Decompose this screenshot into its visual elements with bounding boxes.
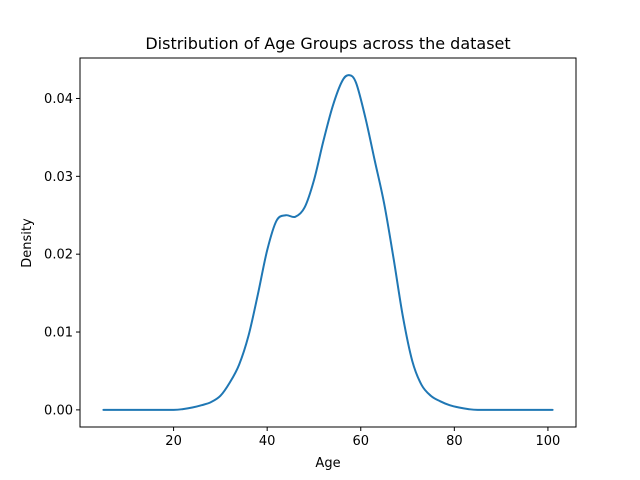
density-series-line [102, 74, 554, 411]
x-tick-label: 20 [165, 434, 182, 449]
x-axis: 20 40 60 80 100 [165, 427, 560, 449]
x-axis-label: Age [315, 456, 340, 471]
y-axis: 0.00 0.01 0.02 0.03 0.04 [44, 92, 80, 418]
x-tick-label: 40 [259, 434, 276, 449]
y-tick-label: 0.00 [44, 403, 73, 418]
axes-background [80, 58, 576, 427]
chart-title: Distribution of Age Groups across the da… [145, 34, 510, 53]
axes-frame [79, 57, 577, 428]
data-layer [102, 74, 554, 411]
x-tick-label: 80 [446, 434, 463, 449]
y-tick-label: 0.02 [44, 248, 73, 263]
x-tick-label: 60 [352, 434, 369, 449]
y-tick-label: 0.03 [44, 170, 73, 185]
y-tick-label: 0.04 [44, 92, 73, 107]
y-axis-label: Density [20, 218, 35, 268]
x-tick-label: 100 [536, 434, 561, 449]
plot-area [79, 57, 577, 428]
y-tick-label: 0.01 [44, 326, 73, 341]
